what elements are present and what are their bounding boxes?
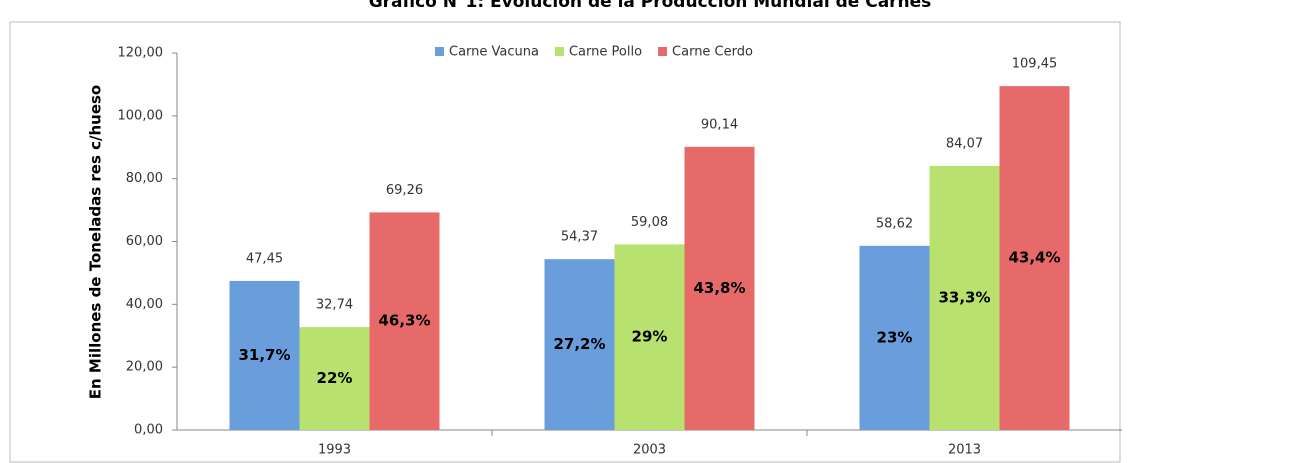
bar bbox=[999, 86, 1070, 430]
y-axis-label: En Millones de Toneladas res c/hueso bbox=[87, 85, 105, 399]
value-label: 47,45 bbox=[246, 251, 283, 266]
value-label: 69,26 bbox=[386, 183, 423, 198]
x-tick-label: 2003 bbox=[633, 443, 666, 458]
value-label: 58,62 bbox=[876, 216, 913, 231]
chart-title: Gráfico N°1: Evolución de la Producción … bbox=[369, 0, 932, 12]
y-tick-label: 60,00 bbox=[126, 234, 163, 249]
x-tick-label: 2013 bbox=[948, 443, 981, 458]
bar bbox=[614, 244, 685, 430]
percent-label: 27,2% bbox=[553, 335, 605, 353]
legend-label: Carne Vacuna bbox=[449, 45, 539, 60]
bar bbox=[229, 280, 300, 430]
y-tick-label: 100,00 bbox=[118, 108, 164, 123]
percent-label: 33,3% bbox=[938, 288, 990, 306]
legend-swatch bbox=[554, 47, 564, 56]
percent-label: 46,3% bbox=[378, 312, 430, 330]
legend-swatch bbox=[658, 47, 668, 56]
bar bbox=[684, 146, 755, 430]
percent-label: 43,8% bbox=[693, 279, 745, 297]
value-label: 109,45 bbox=[1012, 57, 1058, 72]
bar bbox=[544, 259, 615, 430]
value-label: 59,08 bbox=[631, 215, 668, 230]
y-tick-label: 40,00 bbox=[126, 297, 163, 312]
percent-label: 23% bbox=[877, 328, 913, 346]
y-tick-label: 80,00 bbox=[126, 171, 163, 186]
y-tick-label: 20,00 bbox=[126, 360, 163, 375]
value-label: 84,07 bbox=[946, 136, 983, 151]
legend-label: Carne Pollo bbox=[569, 45, 642, 60]
percent-label: 31,7% bbox=[238, 346, 290, 364]
bar bbox=[929, 165, 1000, 431]
y-tick-label: 120,00 bbox=[118, 46, 164, 61]
bar bbox=[859, 245, 930, 430]
legend-label: Carne Cerdo bbox=[672, 45, 753, 60]
value-label: 54,37 bbox=[561, 230, 598, 245]
y-tick-label: 0,00 bbox=[134, 423, 163, 438]
chart-frame bbox=[9, 21, 1121, 463]
legend-swatch bbox=[435, 47, 444, 56]
percent-label: 22% bbox=[317, 369, 353, 387]
value-label: 32,74 bbox=[316, 298, 353, 313]
percent-label: 29% bbox=[632, 328, 668, 346]
x-tick-label: 1993 bbox=[318, 443, 351, 458]
percent-label: 43,4% bbox=[1008, 249, 1060, 267]
value-label: 90,14 bbox=[701, 117, 738, 132]
bar bbox=[369, 212, 440, 430]
bar bbox=[299, 327, 370, 430]
